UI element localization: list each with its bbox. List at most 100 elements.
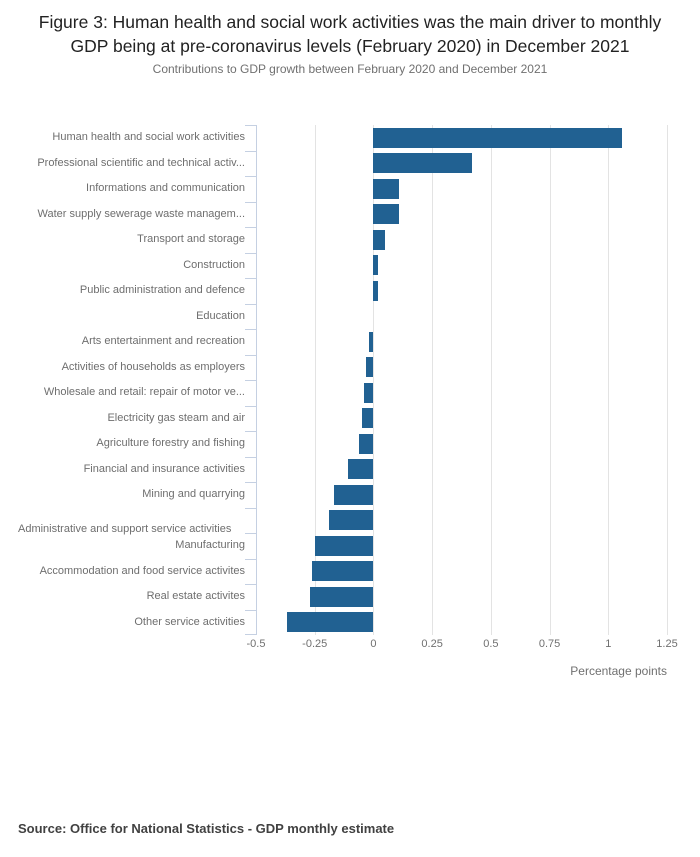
plot-cell — [256, 278, 667, 304]
plot-cell — [256, 508, 667, 534]
axis-gutter — [245, 559, 256, 585]
category-label: Informations and communication — [86, 182, 245, 194]
axis-gutter — [245, 304, 256, 330]
chart-row: Accommodation and food service activites — [18, 559, 667, 585]
y-axis-tick — [245, 329, 256, 330]
category-label: Activities of households as employers — [61, 360, 245, 373]
bar-negative[interactable] — [286, 612, 374, 632]
plot-cell — [256, 457, 667, 483]
vertical-gridline — [373, 125, 375, 635]
bar-positive[interactable] — [373, 229, 386, 250]
gridline-layer — [18, 125, 668, 635]
category-label: Public administration and defence — [79, 284, 245, 296]
axis-gutter — [245, 508, 256, 534]
axis-gutter — [245, 151, 256, 177]
y-axis-tick — [245, 558, 256, 560]
chart-row: Administrative and support service activ… — [18, 508, 667, 535]
bar-negative[interactable] — [347, 459, 374, 479]
axis-gutter — [245, 202, 256, 228]
y-axis-tick — [245, 482, 256, 483]
y-axis-tick — [245, 278, 256, 279]
bar-positive[interactable] — [373, 204, 400, 224]
plot-cell — [256, 380, 667, 406]
y-axis-tick — [245, 609, 256, 611]
bar-negative[interactable] — [359, 433, 374, 454]
axis-gutter — [245, 610, 256, 636]
bar-positive[interactable] — [373, 255, 379, 275]
axis-gutter — [245, 406, 256, 432]
category-label: Agriculture forestry and fishing — [96, 437, 245, 449]
category-label: Construction — [183, 258, 245, 271]
plot-cell — [256, 610, 667, 636]
chart-row: Activities of households as employers — [18, 355, 667, 381]
bar-positive[interactable] — [373, 280, 379, 301]
axis-gutter — [245, 176, 256, 202]
x-axis-title: Percentage points — [570, 664, 667, 678]
chart-subtitle: Contributions to GDP growth between Febr… — [152, 62, 548, 76]
bar-positive[interactable] — [373, 178, 400, 199]
plot-area: Human health and social work activities P… — [18, 125, 668, 636]
y-axis-tick — [245, 227, 256, 228]
axis-gutter — [245, 278, 256, 304]
chart-row: Water supply sewerage waste managem... — [18, 202, 667, 228]
axis-gutter — [245, 355, 256, 381]
vertical-gridline — [432, 125, 434, 635]
chart-row: Education — [18, 304, 667, 330]
bar-negative[interactable] — [366, 357, 374, 377]
bar-positive[interactable] — [373, 127, 623, 148]
category-label: Administrative and support service activ… — [18, 522, 232, 535]
bar-negative[interactable] — [368, 331, 374, 352]
category-label: Professional scientific and technical ac… — [37, 156, 245, 169]
vertical-gridline — [608, 125, 610, 635]
y-axis-tick — [245, 431, 256, 432]
x-tick-label: 1 — [605, 638, 612, 650]
bar-negative[interactable] — [310, 586, 374, 607]
x-tick-label: 1.25 — [656, 638, 678, 650]
axis-gutter — [245, 380, 256, 406]
y-axis-tick — [245, 252, 256, 254]
chart-row: Other service activities — [18, 610, 667, 636]
axis-gutter — [245, 125, 256, 151]
vertical-gridline — [490, 125, 492, 635]
bar-negative[interactable] — [333, 484, 374, 505]
plot-cell — [256, 482, 667, 508]
chart-row: Public administration and defence — [18, 278, 667, 304]
axis-gutter — [245, 329, 256, 355]
y-axis-tick — [245, 125, 256, 126]
chart-row: Arts entertainment and recreation — [18, 329, 667, 355]
vertical-gridline — [314, 125, 316, 635]
y-axis-tick — [245, 303, 256, 305]
category-label: Transport and storage — [137, 233, 245, 245]
bar-chart: Human health and social work activities P… — [18, 125, 678, 678]
plot-cell — [256, 329, 667, 355]
plot-cell — [256, 227, 667, 253]
x-tick-label: -0.25 — [302, 638, 328, 650]
bar-negative[interactable] — [364, 382, 374, 403]
bar-negative[interactable] — [314, 535, 374, 556]
vertical-gridline — [667, 125, 668, 635]
category-label: Financial and insurance activities — [83, 462, 245, 475]
category-label: Manufacturing — [175, 539, 245, 551]
chart-row: Informations and communication — [18, 176, 667, 202]
y-axis-tick — [245, 380, 256, 381]
y-axis-tick — [245, 201, 256, 203]
x-tick-label: 0 — [370, 638, 377, 650]
axis-gutter — [245, 482, 256, 508]
bar-negative[interactable] — [361, 408, 374, 428]
y-axis-tick — [245, 634, 256, 635]
chart-row: Financial and insurance activities — [18, 457, 667, 483]
bar-negative[interactable] — [312, 561, 374, 581]
chart-row: Wholesale and retail: repair of motor ve… — [18, 380, 667, 406]
y-axis-tick — [245, 584, 256, 585]
plot-cell — [256, 151, 667, 177]
y-axis-tick — [245, 176, 256, 177]
chart-row: Construction — [18, 253, 667, 279]
bar-negative[interactable] — [328, 510, 374, 530]
chart-row: Agriculture forestry and fishing — [18, 431, 667, 457]
plot-cell — [256, 406, 667, 432]
category-label: Real estate activites — [146, 590, 245, 602]
bar-positive[interactable] — [373, 153, 473, 173]
chart-row: Human health and social work activities — [18, 125, 667, 151]
y-axis-tick — [245, 405, 256, 407]
